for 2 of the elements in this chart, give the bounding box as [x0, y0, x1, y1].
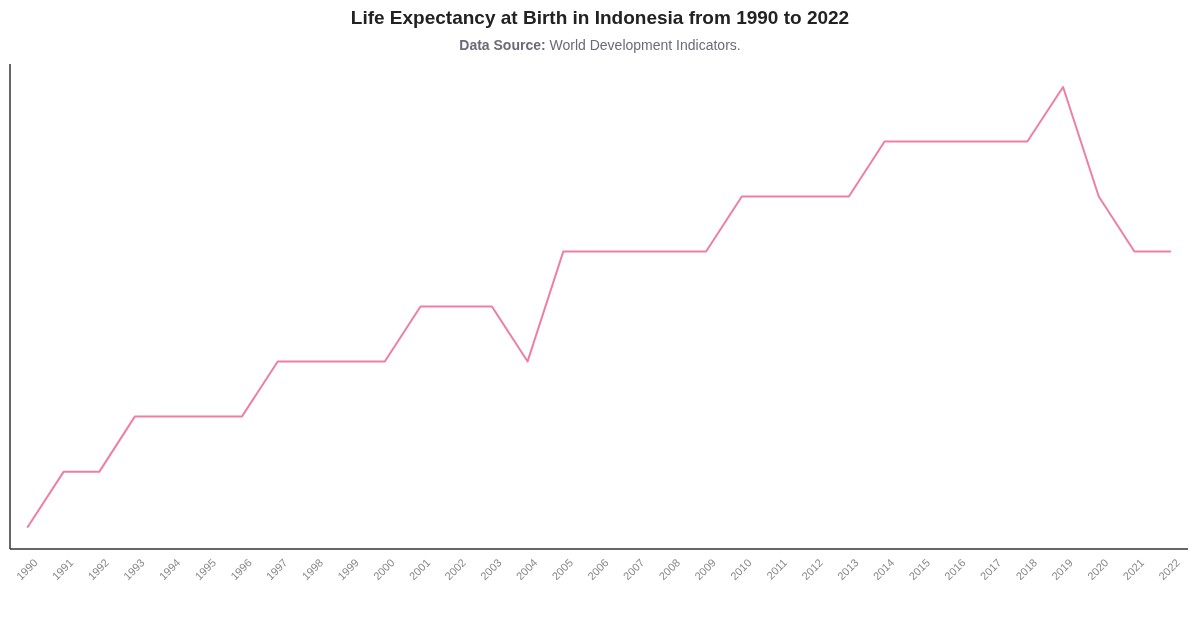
chart-title: Life Expectancy at Birth in Indonesia from 1990 to 2022 — [350, 7, 850, 28]
source-note: Data Source: World Development Indicators. — [459, 37, 741, 53]
